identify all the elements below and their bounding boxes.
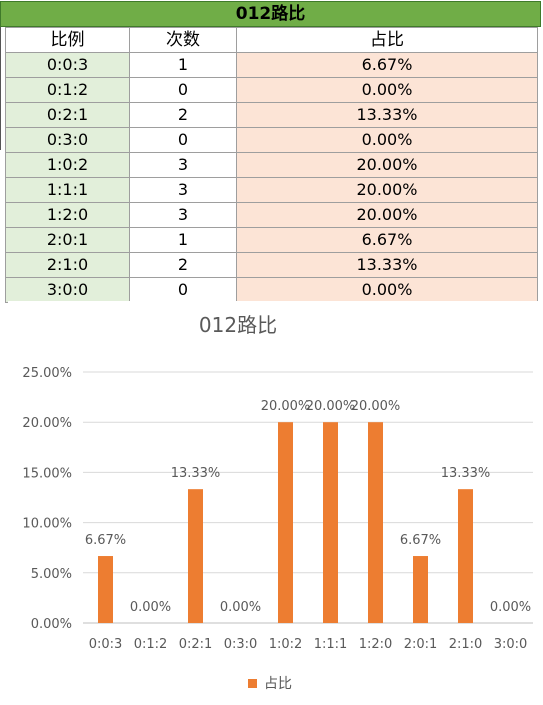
cell-count[interactable]: 3 xyxy=(129,177,237,203)
table-title[interactable]: 012路比 xyxy=(0,1,541,27)
table-row: 2:0:1 1 6.67% xyxy=(5,227,538,253)
data-label: 20.00% xyxy=(351,399,401,414)
bar xyxy=(188,489,203,623)
y-tick-label: 20.00% xyxy=(22,416,72,431)
cell-percent[interactable]: 0.00% xyxy=(236,127,538,153)
cell-ratio[interactable]: 2:0:1 xyxy=(5,227,130,253)
cell-percent[interactable]: 0.00% xyxy=(236,77,538,103)
cell-count[interactable]: 1 xyxy=(129,52,237,78)
data-label: 6.67% xyxy=(85,533,126,548)
cell-ratio[interactable]: 1:2:0 xyxy=(5,202,130,228)
cell-percent[interactable]: 13.33% xyxy=(236,102,538,128)
data-label: 6.67% xyxy=(400,533,441,548)
x-tick-label: 0:3:0 xyxy=(224,637,258,652)
table-row: 3:0:0 0 0.00% xyxy=(5,277,538,303)
bar xyxy=(323,422,338,623)
cell-count[interactable]: 3 xyxy=(129,152,237,178)
cell-percent[interactable]: 20.00% xyxy=(236,202,538,228)
y-tick-label: 25.00% xyxy=(22,366,72,381)
legend-swatch xyxy=(248,678,257,688)
cell-ratio[interactable]: 1:0:2 xyxy=(5,152,130,178)
cell-count[interactable]: 1 xyxy=(129,227,237,253)
cell-count[interactable]: 2 xyxy=(129,102,237,128)
cell-count[interactable]: 0 xyxy=(129,277,237,303)
data-label: 20.00% xyxy=(261,399,311,414)
header-ratio[interactable]: 比例 xyxy=(5,27,130,53)
table-row: 1:0:2 3 20.00% xyxy=(5,152,538,178)
data-label: 0.00% xyxy=(490,600,531,615)
cell-ratio[interactable]: 2:1:0 xyxy=(5,252,130,278)
x-tick-label: 3:0:0 xyxy=(494,637,528,652)
table-row: 0:2:1 2 13.33% xyxy=(5,102,538,128)
x-tick-label: 1:2:0 xyxy=(359,637,393,652)
sheet-left-border xyxy=(0,27,1,150)
cell-percent[interactable]: 13.33% xyxy=(236,252,538,278)
x-tick-label: 0:2:1 xyxy=(179,637,213,652)
cell-ratio[interactable]: 3:0:0 xyxy=(5,277,130,303)
cell-count[interactable]: 0 xyxy=(129,127,237,153)
cell-count[interactable]: 2 xyxy=(129,252,237,278)
table-row: 0:1:2 0 0.00% xyxy=(5,77,538,103)
chart-legend[interactable]: 占比 xyxy=(248,673,292,693)
bar xyxy=(278,422,293,623)
data-table: 比例 次数 占比 0:0:3 1 6.67% 0:1:2 0 0.00% 0:2… xyxy=(5,27,538,303)
header-count[interactable]: 次数 xyxy=(129,27,237,53)
bar xyxy=(368,422,383,623)
bar xyxy=(98,556,113,623)
cell-percent[interactable]: 6.67% xyxy=(236,52,538,78)
bar xyxy=(413,556,428,623)
header-percent[interactable]: 占比 xyxy=(236,27,538,53)
chart-title[interactable]: 012路比 xyxy=(198,313,278,337)
x-tick-label: 1:0:2 xyxy=(269,637,303,652)
data-label: 0.00% xyxy=(220,600,261,615)
table-row: 0:3:0 0 0.00% xyxy=(5,127,538,153)
x-tick-label: 0:0:3 xyxy=(89,637,123,652)
bar xyxy=(458,489,473,623)
bar-chart[interactable]: 012路比 0.00% 5.00% 10.00% 15.00% 20.00% 25.00%… xyxy=(8,301,543,705)
cell-count[interactable]: 3 xyxy=(129,202,237,228)
cell-count[interactable]: 0 xyxy=(129,77,237,103)
cell-ratio[interactable]: 0:1:2 xyxy=(5,77,130,103)
y-tick-label: 15.00% xyxy=(22,466,72,481)
table-row: 2:1:0 2 13.33% xyxy=(5,252,538,278)
data-label: 13.33% xyxy=(441,466,491,481)
chart-plot-area: 0.00% 5.00% 10.00% 15.00% 20.00% 25.00% 6.67% 0… xyxy=(22,366,533,652)
table-header-row: 比例 次数 占比 xyxy=(5,27,538,53)
y-tick-label: 0.00% xyxy=(31,617,72,632)
table-row: 1:1:1 3 20.00% xyxy=(5,177,538,203)
cell-ratio[interactable]: 0:3:0 xyxy=(5,127,130,153)
cell-ratio[interactable]: 1:1:1 xyxy=(5,177,130,203)
x-tick-label: 2:0:1 xyxy=(404,637,438,652)
cell-ratio[interactable]: 0:0:3 xyxy=(5,52,130,78)
cell-percent[interactable]: 0.00% xyxy=(236,277,538,303)
x-tick-label: 0:1:2 xyxy=(134,637,168,652)
data-label: 20.00% xyxy=(306,399,356,414)
cell-percent[interactable]: 6.67% xyxy=(236,227,538,253)
cell-percent[interactable]: 20.00% xyxy=(236,152,538,178)
cell-ratio[interactable]: 0:2:1 xyxy=(5,102,130,128)
y-tick-label: 5.00% xyxy=(31,567,72,582)
table-row: 0:0:3 1 6.67% xyxy=(5,52,538,78)
table-row: 1:2:0 3 20.00% xyxy=(5,202,538,228)
cell-percent[interactable]: 20.00% xyxy=(236,177,538,203)
legend-label: 占比 xyxy=(264,676,292,692)
x-tick-label: 2:1:0 xyxy=(449,637,483,652)
data-label: 13.33% xyxy=(171,466,221,481)
x-tick-label: 1:1:1 xyxy=(314,637,348,652)
y-tick-label: 10.00% xyxy=(22,517,72,532)
data-label: 0.00% xyxy=(130,600,171,615)
